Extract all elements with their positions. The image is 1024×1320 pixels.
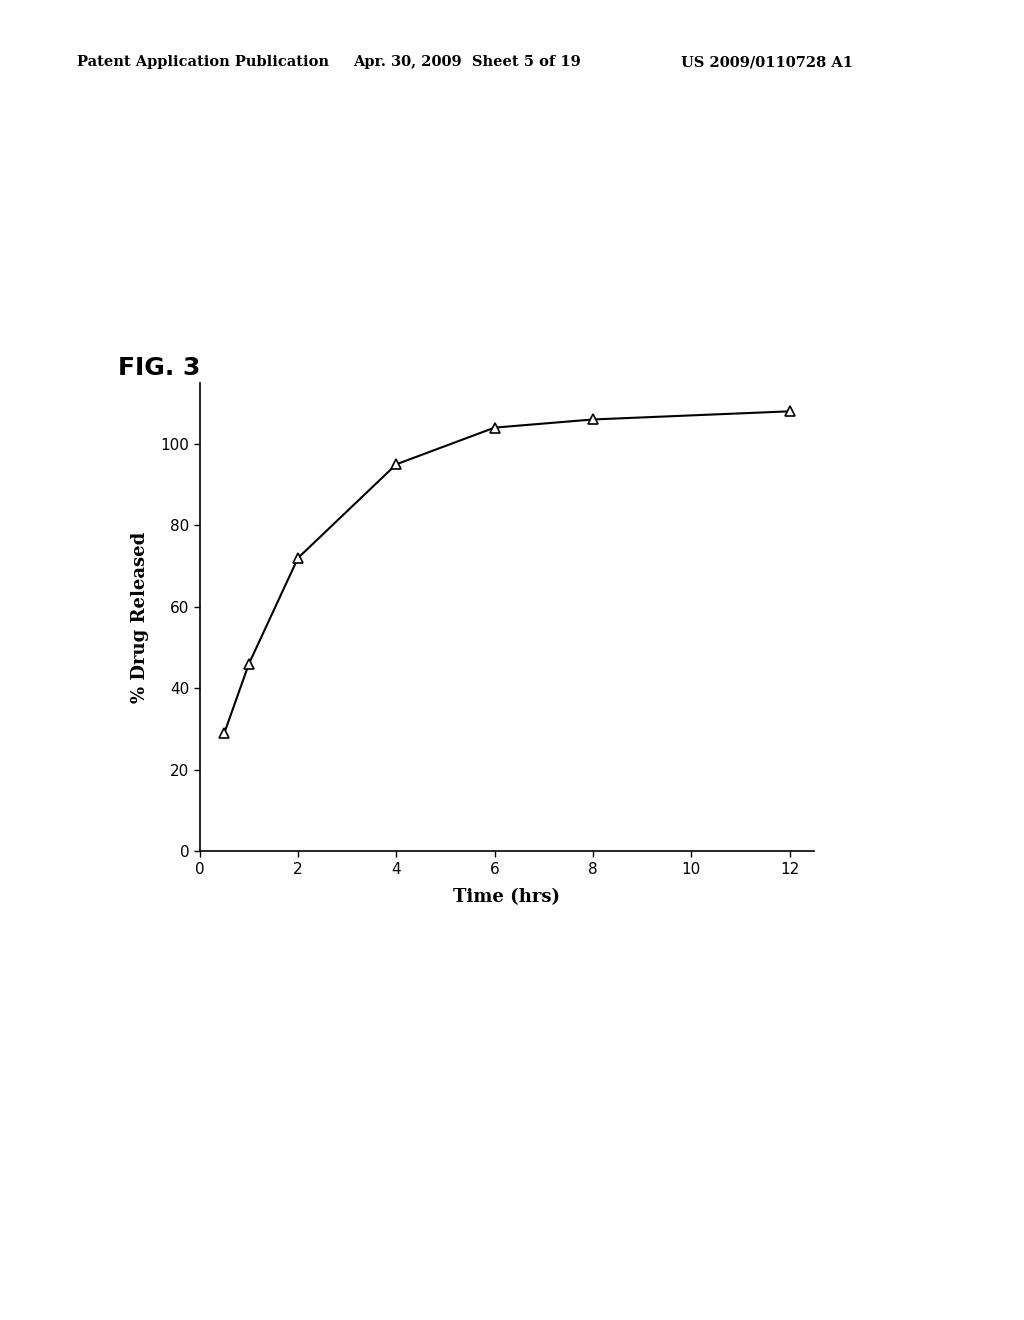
Text: Patent Application Publication: Patent Application Publication <box>77 55 329 70</box>
Y-axis label: % Drug Released: % Drug Released <box>131 532 150 702</box>
Text: Apr. 30, 2009  Sheet 5 of 19: Apr. 30, 2009 Sheet 5 of 19 <box>353 55 581 70</box>
X-axis label: Time (hrs): Time (hrs) <box>454 888 560 906</box>
Text: FIG. 3: FIG. 3 <box>118 356 200 380</box>
Text: US 2009/0110728 A1: US 2009/0110728 A1 <box>681 55 853 70</box>
